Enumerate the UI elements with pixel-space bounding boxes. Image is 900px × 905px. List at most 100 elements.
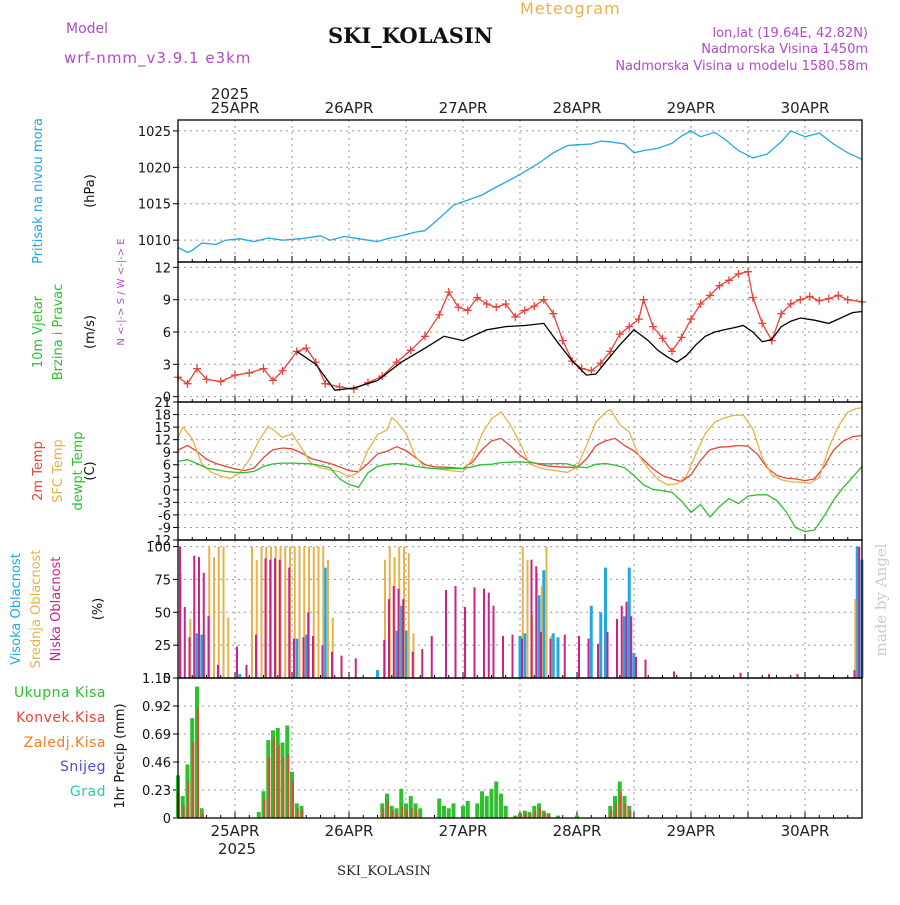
wind-series-brzina-marker-45: [658, 334, 667, 343]
date-tick-bottom-2: 27APR: [439, 822, 488, 840]
wind-series-brzina-marker-46: [668, 347, 676, 356]
precip-series-konvek-kisa-bar-11: [287, 754, 290, 818]
wind-series-brzina-marker-8: [269, 376, 277, 385]
temperature-ytick-label-4: 0: [163, 484, 171, 499]
precip-legend-3: Snijeg: [60, 759, 106, 775]
wind-series-brzina-marker-23: [454, 303, 463, 312]
temperature-ytick-label-7: 9: [163, 446, 171, 461]
pressure-series-pritisak-line: [177, 130, 863, 254]
precip-series-konvek-kisa-bar-26: [529, 814, 532, 818]
precip-series-konvek-kisa-bar-9: [277, 744, 280, 818]
wind-ytick-label-3: 9: [163, 294, 171, 309]
precip-series-ukupna-kisa-bar-35: [494, 781, 499, 818]
precip-series-konvek-kisa-bar-14: [301, 810, 304, 818]
date-tick-top-3: 28APR: [553, 99, 602, 117]
wind-series-brzina-marker-60: [796, 295, 805, 304]
wind-ytick-label-2: 6: [163, 326, 171, 341]
date-tick-bottom-5: 30APR: [781, 822, 830, 840]
wind-series-brzina-marker-52: [725, 276, 733, 285]
wind-series-brzina-marker-59: [786, 300, 795, 308]
precip-series-konvek-kisa-bar-27: [534, 810, 537, 818]
date-tick-top-1: 26APR: [325, 99, 374, 117]
temperature-unit: (C): [83, 461, 98, 480]
wind-unit: (m/s): [83, 315, 98, 349]
precip-series-konvek-kisa-bar-0: [178, 793, 180, 818]
pressure-ytick-label-0: 1010: [138, 234, 171, 249]
precip-series-konvek-kisa-bar-35: [629, 810, 632, 818]
wind-series-brzina-marker-33: [549, 309, 558, 318]
wind-series-brzina-marker-47: [677, 333, 686, 342]
date-tick-bottom-0: 25APR: [211, 822, 260, 840]
precip-ytick-label-1: 0.23: [142, 784, 171, 799]
wind-series-brzina-marker-55: [748, 293, 757, 302]
precip-series-konvek-kisa-bar-15: [382, 808, 385, 818]
wind-series-brzina-marker-62: [815, 296, 824, 305]
wind-series-brzina-marker-22: [444, 288, 453, 297]
wind-series-brzina-marker-6: [245, 368, 254, 377]
precip-series-konvek-kisa-bar-22: [415, 810, 418, 818]
pressure-ytick-label-1: 1015: [138, 198, 171, 213]
pressure-unit: (hPa): [83, 174, 98, 208]
station-title: SKI_KOLASIN: [328, 23, 493, 48]
precip-series-konvek-kisa-bar-4: [197, 708, 199, 818]
wind-series-brzina-marker-2: [193, 364, 201, 373]
precip-series-ukupna-kisa-bar-45: [546, 813, 551, 818]
temperature-label-0: 2m Temp: [31, 441, 46, 501]
precip-ytick-label-4: 0.92: [142, 700, 171, 715]
wind-series-brzina-marker-3: [202, 375, 211, 384]
precip-series-ukupna-kisa-bar-24: [418, 808, 423, 818]
model-elevation-text: Nadmorska Visina u modelu 1580.58m: [615, 59, 868, 74]
wind-series-brzina-marker-30: [520, 306, 529, 315]
wind-series-brzina-marker-56: [758, 319, 767, 328]
header: Model wrf-nmm_v3.9.1 e3km SKI_KOLASIN Me…: [64, 0, 890, 879]
precip-series-konvek-kisa-bar-33: [619, 791, 622, 818]
wind-ytick-label-0: 0: [163, 391, 171, 406]
wind-label-0: 10m Vjetar: [31, 295, 46, 368]
footer-station: SKI_KOLASIN: [337, 864, 431, 879]
wind-series-brzina-marker-63: [824, 294, 833, 303]
temperature-ytick-label-9: 15: [154, 421, 171, 436]
wind-series-brzina-marker-9: [278, 366, 287, 375]
precip-series-konvek-kisa-bar-19: [401, 805, 404, 818]
precip-series-konvek-kisa-bar-6: [263, 798, 266, 818]
wind-series-brzina-marker-42: [634, 315, 643, 324]
precip-legend-2: Zaledj.Kisa: [24, 735, 106, 751]
precip-series-konvek-kisa-bar-8: [273, 737, 275, 818]
clouds-ytick-label-3: 75: [154, 573, 171, 588]
temperature-ytick-label-5: 3: [163, 471, 171, 486]
temperature-ytick-label-0: -12: [150, 534, 171, 549]
wind-series-brzina-marker-31: [530, 302, 539, 311]
wind-series-brzina-marker-39: [606, 347, 615, 356]
precip-series-ukupna-kisa-bar-33: [484, 796, 489, 818]
wind-series-brzina-marker-38: [596, 359, 605, 368]
pressure-label-0: Pritisak na nivou mora: [31, 118, 46, 264]
precip-series-ukupna-kisa-bar-46: [556, 815, 560, 818]
wind-series-brzina-marker-50: [706, 291, 714, 300]
panel-precip: 0 0.23 0.46 0.69 0.92 1.15 Ukupna Kisa Konvek.K…: [14, 672, 863, 827]
precip-series-konvek-kisa-bar-31: [610, 810, 613, 818]
wind-compass: N <-|-> S / W <-|-> E: [116, 238, 127, 345]
pressure-ytick-label-2: 1020: [138, 161, 171, 176]
clouds-label-2: Niska Oblacnost: [49, 557, 64, 662]
precip-series-ukupna-kisa-bar-22: [408, 796, 413, 818]
clouds-ytick-label-1: 25: [154, 639, 171, 654]
precip-series-konvek-kisa-bar-16: [387, 800, 389, 818]
temperature-frame: [177, 401, 863, 541]
precip-ytick-label-3: 0.69: [142, 728, 171, 743]
precip-legend-1: Konvek.Kisa: [16, 710, 106, 726]
precip-series-ukupna-kisa-bar-47: [575, 815, 579, 818]
date-tick-top-5: 30APR: [781, 99, 830, 117]
wind-series-brzina-marker-51: [715, 281, 724, 290]
precip-series-ukupna-kisa-bar-29: [461, 805, 465, 818]
wind-series-brzina-marker-5: [231, 371, 239, 380]
temperature-label-2: dewpt Temp: [71, 431, 86, 510]
wind-series-udari-line: [296, 310, 863, 391]
temperature-series-sfc-temp-line: [177, 407, 863, 486]
precip-legend-4: Grad: [70, 784, 106, 800]
wind-series-brzina-marker-65: [843, 295, 852, 304]
date-tick-top-0: 25APR: [211, 99, 260, 117]
precip-series-konvek-kisa-bar-12: [292, 781, 294, 818]
wind-series-brzina-marker-20: [421, 332, 429, 341]
panels: 25APR 25APR 26APR 26APR 27APR 27APR 28APR 28APR…: [9, 99, 866, 840]
